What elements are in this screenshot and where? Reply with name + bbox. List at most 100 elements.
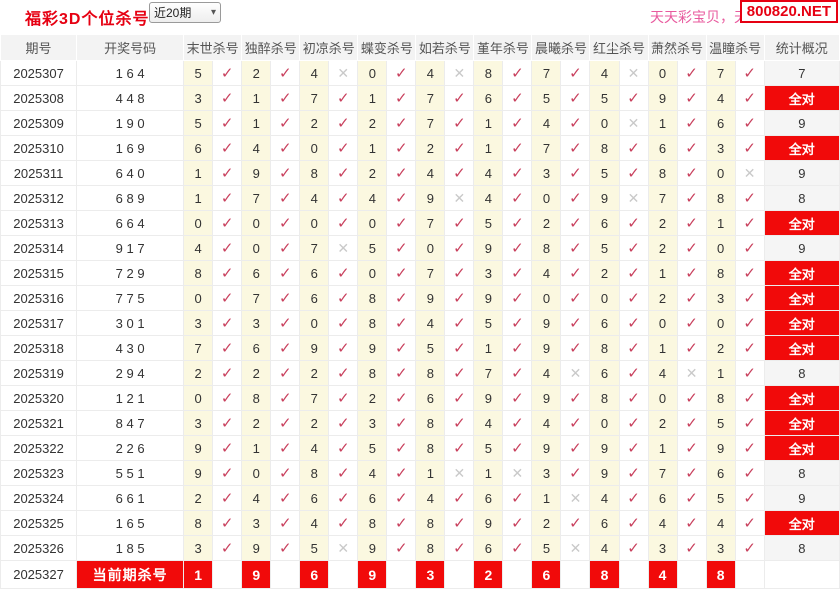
check-icon: ✓ <box>453 215 466 232</box>
check-icon: ✓ <box>278 140 292 157</box>
site-badge[interactable]: 800820.NET <box>739 0 838 23</box>
kill-mark-cell: ✓ <box>328 435 359 461</box>
kill-number-cell: 5 <box>357 435 388 461</box>
kill-mark-cell: ✓ <box>212 285 243 311</box>
kill-number-cell: 4 <box>299 435 330 461</box>
check-icon: ✓ <box>743 115 756 132</box>
kill-mark-cell: ✓ <box>386 310 417 336</box>
check-icon: ✓ <box>627 165 640 182</box>
kill-number-cell: 2 <box>647 410 678 436</box>
kill-mark-cell: ✓ <box>212 435 243 461</box>
kill-mark-cell: ✓ <box>676 460 707 486</box>
kill-mark-cell-empty <box>270 560 301 589</box>
col-header-kill: 末世杀号 <box>183 34 243 61</box>
kill-mark-cell: ✓ <box>560 185 591 211</box>
check-icon: ✓ <box>336 440 350 457</box>
kill-mark-cell: ✓ <box>212 235 243 261</box>
check-icon: ✓ <box>569 415 582 432</box>
kill-number-cell: 7 <box>299 85 330 111</box>
check-icon: ✓ <box>220 165 234 182</box>
kill-mark-cell: ✓ <box>212 385 243 411</box>
check-icon: ✓ <box>395 240 408 257</box>
kill-number-cell: 6 <box>357 485 388 511</box>
check-icon: ✓ <box>453 490 466 507</box>
kill-mark-cell: ✓ <box>502 260 533 286</box>
check-icon: ✓ <box>336 390 350 407</box>
check-icon: ✓ <box>511 415 524 432</box>
check-icon: ✓ <box>336 340 350 357</box>
summary-cell: 全对 <box>763 435 840 461</box>
current-kill-number-cell: 9 <box>241 560 272 589</box>
kill-number-cell: 9 <box>531 435 562 461</box>
kill-mark-cell: ✓ <box>328 460 359 486</box>
table-row: 2025317 3 0 1 3 ✓ 3 ✓ 0 ✓ 8 ✓ 4 ✓ 5 ✓ 9 ✓ 6 ✓ 0 ✓ 0 ✓ 全对 <box>0 310 840 336</box>
kill-number-cell: 3 <box>473 260 504 286</box>
kill-mark-cell-empty <box>502 560 533 589</box>
check-icon: ✓ <box>743 315 756 332</box>
kill-mark-cell: ✓ <box>328 335 359 361</box>
summary-cell: 8 <box>763 535 840 561</box>
kill-number-cell: 8 <box>357 310 388 336</box>
check-icon: ✓ <box>743 140 756 157</box>
check-icon: ✓ <box>278 490 292 507</box>
kill-mark-cell: ✕ <box>328 235 359 261</box>
kill-mark-cell: ✓ <box>212 335 243 361</box>
check-icon: ✓ <box>220 265 234 282</box>
kill-mark-cell: ✓ <box>560 235 591 261</box>
period-range-select[interactable]: 近20期 ▾ <box>149 2 221 23</box>
col-header-kill: 晨曦杀号 <box>531 34 591 61</box>
kill-mark-cell: ✓ <box>270 185 301 211</box>
kill-number-cell: 4 <box>473 410 504 436</box>
kill-mark-cell: ✓ <box>676 135 707 161</box>
kill-mark-cell: ✕ <box>734 160 765 186</box>
kill-number-cell: 7 <box>473 360 504 386</box>
kill-number-cell: 4 <box>415 485 446 511</box>
kill-mark-cell: ✓ <box>270 385 301 411</box>
check-icon: ✓ <box>743 90 756 107</box>
kill-mark-cell: ✓ <box>212 210 243 236</box>
check-icon: ✓ <box>627 140 640 157</box>
kill-mark-cell: ✓ <box>270 285 301 311</box>
check-icon: ✓ <box>511 390 524 407</box>
kill-mark-cell: ✓ <box>734 535 765 561</box>
col-header-draw: 开奖号码 <box>76 34 185 61</box>
check-icon: ✓ <box>685 265 698 282</box>
kill-number-cell: 3 <box>241 310 272 336</box>
kill-mark-cell-empty <box>560 560 591 589</box>
kill-mark-cell: ✓ <box>328 210 359 236</box>
kill-mark-cell: ✓ <box>618 285 649 311</box>
current-kill-number-cell: 6 <box>299 560 330 589</box>
kill-number-cell: 5 <box>589 235 620 261</box>
col-header-kill: 蝶变杀号 <box>357 34 417 61</box>
cross-icon: ✕ <box>453 464 466 481</box>
kill-mark-cell: ✓ <box>676 110 707 136</box>
kill-number-cell: 8 <box>357 285 388 311</box>
kill-mark-cell-empty <box>734 560 765 589</box>
kill-mark-cell: ✓ <box>444 360 475 386</box>
current-kill-number-cell: 3 <box>415 560 446 589</box>
kill-mark-cell: ✓ <box>618 135 649 161</box>
kill-number-cell: 5 <box>473 435 504 461</box>
kill-number-cell: 0 <box>241 210 272 236</box>
kill-mark-cell-empty <box>386 560 417 589</box>
table-row: 2025319 2 9 4 2 ✓ 2 ✓ 2 ✓ 8 ✓ 8 ✓ 7 ✓ 4 ✕ 6 ✓ 4 ✕ 1 ✓ 8 <box>0 360 840 386</box>
kill-mark-cell: ✓ <box>212 535 243 561</box>
kill-mark-cell: ✕ <box>560 535 591 561</box>
check-icon: ✓ <box>743 215 756 232</box>
chevron-down-icon: ▾ <box>210 6 216 18</box>
table-row: 2025325 1 6 5 8 ✓ 3 ✓ 4 ✓ 8 ✓ 8 ✓ 9 ✓ 2 ✓ 6 ✓ 4 ✓ 4 ✓ 全对 <box>0 510 840 536</box>
kill-number-cell: 0 <box>357 260 388 286</box>
kill-number-cell: 7 <box>647 185 678 211</box>
kill-mark-cell: ✓ <box>386 110 417 136</box>
kill-mark-cell: ✓ <box>676 410 707 436</box>
kill-mark-cell: ✓ <box>502 335 533 361</box>
check-icon: ✓ <box>511 540 524 557</box>
kill-number-cell: 4 <box>415 310 446 336</box>
kill-number-cell: 9 <box>589 435 620 461</box>
check-icon: ✓ <box>395 290 408 307</box>
table-row: 2025308 4 4 8 3 ✓ 1 ✓ 7 ✓ 1 ✓ 7 ✓ 6 ✓ 5 ✓ 5 ✓ 9 ✓ 4 ✓ 全对 <box>0 85 840 111</box>
kill-mark-cell: ✓ <box>386 85 417 111</box>
kill-mark-cell: ✕ <box>560 485 591 511</box>
kill-mark-cell: ✓ <box>618 510 649 536</box>
check-icon: ✓ <box>278 440 292 457</box>
